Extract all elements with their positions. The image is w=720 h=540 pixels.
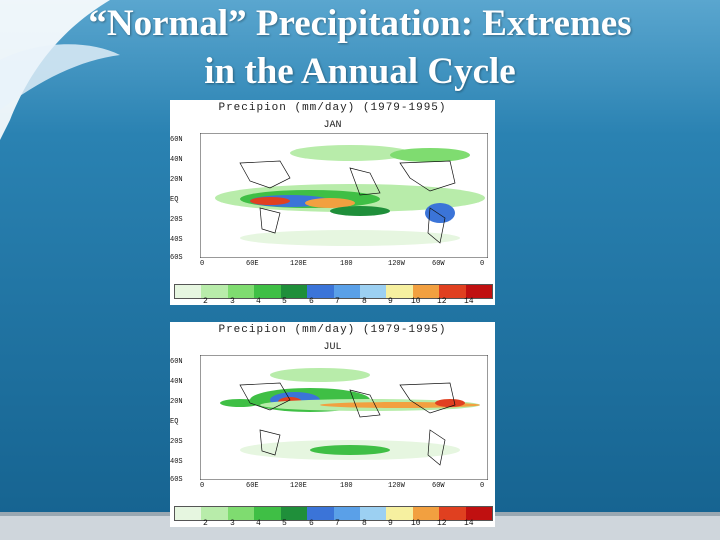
colorbar-swatch [439,285,466,298]
colorbar-swatch [465,285,493,298]
colorbar-swatch [412,285,440,298]
colorbar-tick: 14 [464,519,474,528]
colorbar-tick: 10 [411,519,421,528]
colorbar-swatch [465,507,493,520]
colorbar-tick: 14 [464,297,474,306]
panel-month: JUL [323,342,342,353]
colorbar-tick: 9 [388,519,393,528]
colorbar-swatch [307,285,334,298]
colorbar-swatch [333,285,360,298]
lon-label: 180 [340,482,353,490]
lat-label: 40S [170,458,183,466]
colorbar-swatch [386,285,413,298]
colorbar-tick: 6 [309,519,314,528]
colorbar-tick: 10 [411,297,421,306]
colorbar-swatch [412,507,440,520]
slide-title-line2: in the Annual Cycle [204,51,516,92]
panel-month: JAN [323,120,342,131]
panel-title: Precipion (mm/day) (1979-1995) [218,324,447,336]
colorbar-tick: 5 [282,519,287,528]
lat-label: 20N [170,398,183,406]
colorbar-swatch [439,507,466,520]
colorbar-swatch [307,507,334,520]
lat-label: 40N [170,378,183,386]
lat-label: 20N [170,176,183,184]
lat-label: EQ [170,418,179,426]
colorbar-tick: 12 [437,297,447,306]
colorbar-tick: 6 [309,297,314,306]
panel-title: Precipion (mm/day) (1979-1995) [218,102,447,114]
colorbar-tick: 8 [362,297,367,306]
colorbar-swatch [201,507,228,520]
lat-label: EQ [170,196,179,204]
colorbar-swatch [280,285,308,298]
precip-panel-jan: Precipion (mm/day) (1979-1995) JAN 60N 4… [170,100,495,306]
lon-label: 0 [480,260,485,268]
colorbar-tick: 2 [203,519,208,528]
colorbar-tick: 3 [230,297,235,306]
lon-label: 120E [290,260,307,268]
colorbar-swatch [333,507,360,520]
colorbar-tick: 4 [256,297,261,306]
lon-label: 120W [388,482,405,490]
colorbar-swatch [175,507,202,520]
colorbar-tick: 8 [362,519,367,528]
colorbar-swatch [386,507,413,520]
colorbar-swatch [175,285,202,298]
lat-label: 40S [170,236,183,244]
colorbar-tick: 12 [437,519,447,528]
lon-label: 0 [480,482,485,490]
lat-label: 60N [170,358,183,366]
lat-label: 60S [170,254,183,262]
lon-label: 180 [340,260,353,268]
colorbar-swatch [201,285,228,298]
lon-label: 120W [388,260,405,268]
wave-swoosh-shape [0,0,110,140]
slide-title-line1: “Normal” Precipitation: Extremes [88,3,632,44]
colorbar-swatch [280,507,308,520]
precip-map-jul [200,355,488,480]
colorbar-tick: 7 [335,297,340,306]
lon-label: 60E [246,482,259,490]
colorbar-swatch [254,285,281,298]
lon-label: 0 [200,482,205,490]
lon-label: 60E [246,260,259,268]
colorbar-tick: 3 [230,519,235,528]
colorbar-swatch [227,507,255,520]
colorbar [174,506,493,521]
colorbar-tick: 2 [203,297,208,306]
precip-panel-jul: Precipion (mm/day) (1979-1995) JUL 60N 4… [170,322,495,528]
colorbar-swatch [359,507,387,520]
colorbar-swatch [254,507,281,520]
lat-label: 20S [170,438,183,446]
colorbar-tick: 5 [282,297,287,306]
lon-label: 60W [432,260,445,268]
precip-map-jan [200,133,488,258]
lat-label: 60S [170,476,183,484]
lon-label: 60W [432,482,445,490]
colorbar-swatch [359,285,387,298]
colorbar [174,284,493,299]
colorbar-tick: 9 [388,297,393,306]
colorbar-tick: 4 [256,519,261,528]
lat-label: 60N [170,136,183,144]
lon-label: 0 [200,260,205,268]
lon-label: 120E [290,482,307,490]
lat-label: 40N [170,156,183,164]
colorbar-swatch [227,285,255,298]
colorbar-tick: 7 [335,519,340,528]
lat-label: 20S [170,216,183,224]
